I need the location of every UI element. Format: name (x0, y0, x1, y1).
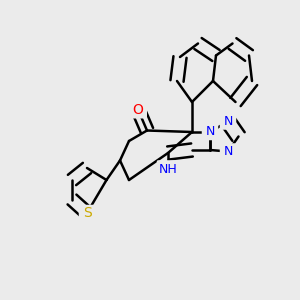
FancyBboxPatch shape (202, 124, 218, 140)
Text: N: N (223, 145, 233, 158)
FancyBboxPatch shape (157, 160, 179, 179)
FancyBboxPatch shape (79, 205, 95, 221)
Text: S: S (82, 206, 91, 220)
Text: O: O (133, 103, 143, 116)
Text: N: N (223, 115, 233, 128)
FancyBboxPatch shape (220, 113, 236, 130)
FancyBboxPatch shape (129, 100, 147, 118)
FancyBboxPatch shape (220, 143, 236, 160)
Text: N: N (205, 125, 215, 139)
Text: NH: NH (159, 163, 177, 176)
